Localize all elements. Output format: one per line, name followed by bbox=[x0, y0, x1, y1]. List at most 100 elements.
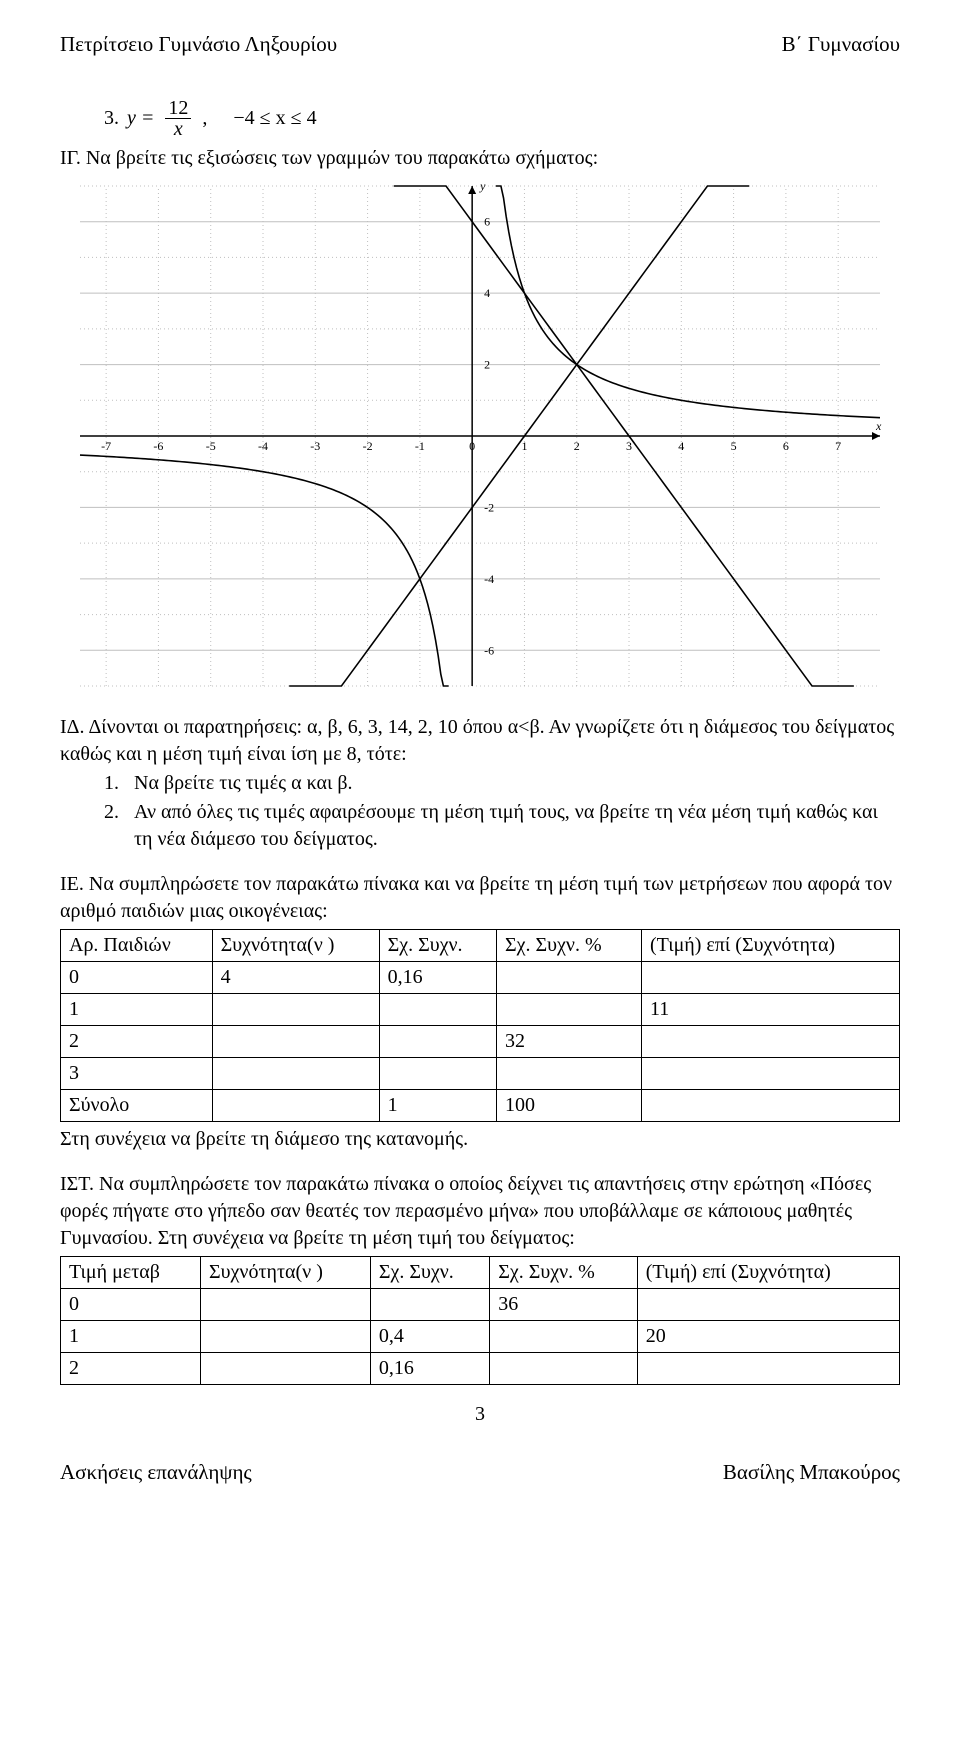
svg-text:-2: -2 bbox=[484, 501, 494, 515]
svg-text:x: x bbox=[875, 419, 882, 433]
list-item-text: Αν από όλες τις τιμές αφαιρέσουμε τη μέσ… bbox=[134, 799, 900, 853]
footer-right: Βασίλης Μπακούρος bbox=[723, 1458, 900, 1486]
table-cell bbox=[490, 1353, 637, 1385]
table-header-cell: Συχνότητα(ν ) bbox=[212, 930, 379, 962]
section-ist-intro: Να συμπληρώσετε τον παρακάτω πίνακα ο οπ… bbox=[60, 1173, 871, 1249]
svg-text:-1: -1 bbox=[415, 439, 425, 453]
table-header-cell: Συχνότητα(ν ) bbox=[201, 1257, 371, 1289]
problem-3-range: −4 ≤ x ≤ 4 bbox=[233, 105, 316, 132]
footer-left: Ασκήσεις επανάληψης bbox=[60, 1458, 252, 1486]
table-header-cell: (Τιμή) επί (Συχνότητα) bbox=[637, 1257, 899, 1289]
table-cell: 2 bbox=[61, 1026, 213, 1058]
table-cell: Σύνολο bbox=[61, 1090, 213, 1122]
table-cell bbox=[370, 1289, 489, 1321]
table-cell: 11 bbox=[642, 994, 900, 1026]
section-id-label: ΙΔ. bbox=[60, 716, 85, 738]
table-cell: 2 bbox=[61, 1353, 201, 1385]
svg-text:7: 7 bbox=[835, 439, 841, 453]
svg-text:-6: -6 bbox=[484, 644, 494, 658]
svg-text:-3: -3 bbox=[310, 439, 320, 453]
section-id: ΙΔ. Δίνονται οι παρατηρήσεις: α, β, 6, 3… bbox=[60, 714, 900, 853]
table-cell: 4 bbox=[212, 962, 379, 994]
problem-3-comma: , bbox=[202, 105, 207, 132]
table-cell bbox=[642, 1058, 900, 1090]
table-cell: 32 bbox=[496, 1026, 641, 1058]
table-cell: 36 bbox=[490, 1289, 637, 1321]
table-cell bbox=[212, 1058, 379, 1090]
list-item-number: 2. bbox=[104, 799, 124, 853]
svg-text:2: 2 bbox=[574, 439, 580, 453]
section-ie: ΙΕ. Να συμπληρώσετε τον παρακάτω πίνακα … bbox=[60, 871, 900, 1153]
svg-text:-4: -4 bbox=[258, 439, 268, 453]
section-ig-text: Να βρείτε τις εξισώσεις των γραμμών του … bbox=[86, 147, 598, 169]
section-ie-intro: Να συμπληρώσετε τον παρακάτω πίνακα και … bbox=[60, 873, 892, 922]
svg-text:2: 2 bbox=[484, 358, 490, 372]
table-cell: 0 bbox=[61, 1289, 201, 1321]
section-ie-after: Στη συνέχεια να βρείτε τη διάμεσο της κα… bbox=[60, 1126, 900, 1153]
table-cell bbox=[490, 1321, 637, 1353]
page-number: 3 bbox=[60, 1401, 900, 1428]
svg-text:-7: -7 bbox=[101, 439, 111, 453]
svg-text:3: 3 bbox=[626, 439, 632, 453]
table-cell bbox=[212, 994, 379, 1026]
table-cell: 20 bbox=[637, 1321, 899, 1353]
table-header-cell: Σχ. Συχν. bbox=[370, 1257, 489, 1289]
table-row: 111 bbox=[61, 994, 900, 1026]
svg-text:5: 5 bbox=[731, 439, 737, 453]
table-cell: 0,4 bbox=[370, 1321, 489, 1353]
fraction-denominator: x bbox=[171, 119, 186, 139]
table-ist: Τιμή μεταβΣυχνότητα(ν )Σχ. Συχν.Σχ. Συχν… bbox=[60, 1256, 900, 1385]
table-cell: 0,16 bbox=[370, 1353, 489, 1385]
svg-text:-4: -4 bbox=[484, 572, 494, 586]
table-cell bbox=[496, 962, 641, 994]
table-header-cell: Σχ. Συχν. bbox=[379, 930, 496, 962]
table-cell: 1 bbox=[61, 1321, 201, 1353]
table-header-cell: (Τιμή) επί (Συχνότητα) bbox=[642, 930, 900, 962]
table-header-cell: Τιμή μεταβ bbox=[61, 1257, 201, 1289]
table-cell bbox=[642, 1026, 900, 1058]
table-cell bbox=[201, 1321, 371, 1353]
table-row: 0 36 bbox=[61, 1289, 900, 1321]
table-cell: 1 bbox=[61, 994, 213, 1026]
list-item-number: 1. bbox=[104, 770, 124, 797]
section-ig-label: ΙΓ. bbox=[60, 147, 81, 169]
table-row: 20,16 bbox=[61, 1353, 900, 1385]
table-cell bbox=[379, 1026, 496, 1058]
svg-text:4: 4 bbox=[484, 286, 490, 300]
problem-3-eq-lhs: y = bbox=[127, 105, 154, 132]
table-row: 3 bbox=[61, 1058, 900, 1090]
section-id-intro: Δίνονται οι παρατηρήσεις: α, β, 6, 3, 14… bbox=[60, 716, 894, 765]
problem-3-number: 3. bbox=[104, 105, 119, 132]
table-cell: 0 bbox=[61, 962, 213, 994]
table-cell bbox=[496, 994, 641, 1026]
page-header: Πετρίτσειο Γυμνάσιο Ληξουρίου Β΄ Γυμνασί… bbox=[60, 30, 900, 58]
table-cell bbox=[201, 1353, 371, 1385]
section-ig: ΙΓ. Να βρείτε τις εξισώσεις των γραμμών … bbox=[60, 145, 900, 172]
section-ist-label: ΙΣΤ. bbox=[60, 1173, 94, 1195]
table-row: 2 32 bbox=[61, 1026, 900, 1058]
section-ist: ΙΣΤ. Να συμπληρώσετε τον παρακάτω πίνακα… bbox=[60, 1171, 900, 1385]
table-cell bbox=[212, 1026, 379, 1058]
svg-text:-6: -6 bbox=[153, 439, 163, 453]
function-graph: -7-6-5-4-3-2-101234567-6-4-2246xy bbox=[70, 176, 890, 696]
svg-text:y: y bbox=[479, 179, 486, 193]
list-item: 2. Αν από όλες τις τιμές αφαιρέσουμε τη … bbox=[104, 799, 900, 853]
problem-3: 3. y = 12 x , −4 ≤ x ≤ 4 bbox=[104, 98, 900, 139]
page: Πετρίτσειο Γυμνάσιο Ληξουρίου Β΄ Γυμνασί… bbox=[0, 0, 960, 1517]
table-ie: Αρ. ΠαιδιώνΣυχνότητα(ν )Σχ. Συχν.Σχ. Συχ… bbox=[60, 929, 900, 1122]
list-item-text: Να βρείτε τις τιμές α και β. bbox=[134, 770, 353, 797]
svg-text:1: 1 bbox=[521, 439, 527, 453]
list-item: 1. Να βρείτε τις τιμές α και β. bbox=[104, 770, 900, 797]
header-left: Πετρίτσειο Γυμνάσιο Ληξουρίου bbox=[60, 30, 337, 58]
svg-text:4: 4 bbox=[678, 439, 684, 453]
table-cell: 0,16 bbox=[379, 962, 496, 994]
table-row: 1 0,4 20 bbox=[61, 1321, 900, 1353]
problem-3-fraction: 12 x bbox=[165, 98, 191, 139]
section-ie-label: ΙΕ. bbox=[60, 873, 84, 895]
svg-text:0: 0 bbox=[469, 439, 475, 453]
page-footer: Ασκήσεις επανάληψης Βασίλης Μπακούρος bbox=[60, 1458, 900, 1486]
header-right: Β΄ Γυμνασίου bbox=[782, 30, 900, 58]
table-row: Σύνολο1100 bbox=[61, 1090, 900, 1122]
section-id-list: 1. Να βρείτε τις τιμές α και β. 2. Αν απ… bbox=[60, 770, 900, 853]
table-cell: 1 bbox=[379, 1090, 496, 1122]
